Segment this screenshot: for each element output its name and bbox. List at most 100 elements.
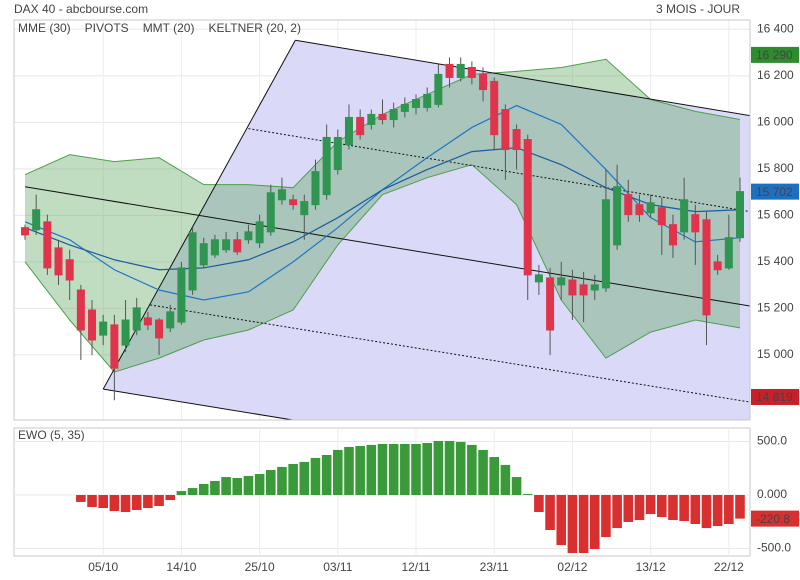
ewo-bar (76, 494, 86, 502)
candle-body (32, 209, 41, 231)
y-tick-label: 15 800 (757, 161, 794, 175)
candle-body (668, 224, 677, 246)
ewo-bar (98, 494, 109, 509)
candle-body (590, 284, 599, 291)
ewo-bar (310, 457, 321, 495)
ewo-bar (567, 494, 578, 554)
ewo-bar (109, 494, 120, 512)
candle-body (400, 103, 409, 112)
candle-body (143, 317, 152, 326)
ewo-bar (366, 444, 377, 495)
x-tick-label: 12/11 (401, 560, 430, 574)
candle-body (736, 191, 744, 239)
x-tick-label: 22/12 (714, 560, 744, 574)
y-tick-label: -500.0 (757, 541, 791, 555)
candle-body (266, 192, 275, 233)
chart-subtitle: 3 MOIS - JOUR (656, 2, 740, 16)
x-tick-label: 25/10 (245, 560, 275, 574)
ewo-bar (444, 440, 455, 495)
ewo-badge (751, 510, 799, 527)
legend-entry: MME (30) (18, 21, 71, 35)
ewo-bar (735, 494, 745, 519)
ewo-bar (690, 494, 701, 524)
ewo-bar (589, 494, 600, 550)
candle-body (88, 309, 97, 341)
candle-body (155, 319, 164, 339)
ewo-bar (645, 494, 656, 515)
ewo-bar (87, 494, 97, 507)
candle-body (110, 324, 119, 369)
x-tick-label: 23/11 (480, 560, 509, 574)
ewo-bar (455, 441, 466, 495)
ewo-bar (400, 443, 410, 495)
y-tick-label: 500.0 (757, 434, 787, 448)
price-badge-label: 16 290 (756, 48, 793, 62)
candle-body (43, 221, 52, 269)
candle-body (132, 307, 141, 331)
candle-body (289, 199, 298, 206)
candle-body (445, 63, 454, 78)
candle-body (546, 277, 555, 331)
candle-body (579, 284, 588, 296)
candle-body (702, 219, 711, 316)
candle-body (199, 243, 208, 266)
price-badge (751, 183, 799, 200)
y-tick-label: 15 400 (757, 254, 794, 268)
price-badge-label: 14 819 (756, 390, 793, 404)
price-badge (751, 46, 799, 63)
candle-body (657, 207, 666, 226)
ewo-bar (545, 494, 555, 530)
ewo-bar (433, 440, 444, 495)
ewo-bar (712, 494, 723, 527)
ewo-bar (165, 494, 176, 501)
ewo-bar (500, 464, 511, 495)
pivot-channel (103, 40, 750, 420)
candle-body (646, 202, 655, 214)
ewo-title: EWO (5, 35) (18, 428, 85, 442)
candle-body (65, 259, 74, 281)
ewo-bar (634, 494, 645, 521)
candle-body (300, 201, 309, 216)
ewo-bar (131, 494, 142, 510)
x-tick-label: 14/10 (166, 560, 196, 574)
ewo-bar (388, 443, 399, 495)
pivot-line (24, 186, 750, 307)
candle-body (434, 73, 443, 105)
ewo-bar (656, 494, 667, 518)
candle-body (210, 239, 219, 256)
y-tick-label: 15 000 (757, 347, 794, 361)
candle-body (557, 277, 566, 286)
ewo-bar (601, 494, 611, 538)
candle-body (490, 80, 499, 136)
y-tick-label: 16 200 (757, 68, 794, 82)
candle-body (613, 186, 622, 246)
ewo-bar (333, 449, 343, 495)
candle-body (624, 194, 633, 216)
ewo-bar (522, 494, 533, 495)
main-plot (14, 20, 750, 420)
candle-body (311, 171, 320, 206)
candle-body (568, 279, 577, 296)
ewo-bar (377, 443, 388, 495)
legend-entry: PIVOTS (85, 21, 129, 35)
candle-body (713, 261, 722, 271)
ewo-bar (411, 443, 421, 495)
ewo-bar (210, 480, 220, 495)
x-tick-label: 03/11 (323, 560, 352, 574)
candle-body (99, 321, 108, 336)
candle-body (512, 129, 521, 151)
candle-body (389, 109, 398, 121)
chart-title: DAX 40 - abcbourse.com (14, 2, 148, 16)
candle-body (344, 116, 353, 146)
pivot-line (295, 39, 750, 117)
candle-body (255, 221, 264, 244)
pivot-line (248, 128, 750, 213)
ewo-bar (355, 445, 365, 495)
y-tick-label: 16 000 (757, 114, 794, 128)
ewo-bar (176, 491, 187, 495)
candle-body (378, 113, 387, 121)
candle-body (479, 73, 488, 91)
ewo-bar (511, 477, 522, 495)
ewo-bar (321, 454, 332, 495)
